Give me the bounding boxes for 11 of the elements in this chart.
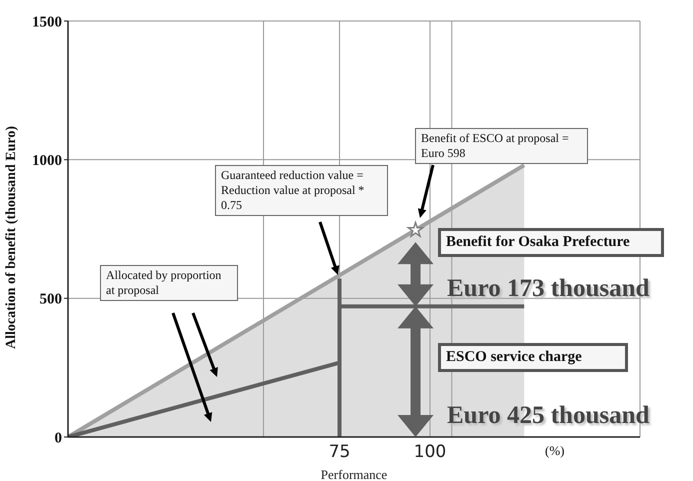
x-tick-label: 100 bbox=[414, 442, 446, 462]
y-tick-label: 0 bbox=[54, 430, 62, 446]
text: (%) bbox=[545, 443, 566, 460]
x-tick-label: 75 bbox=[328, 442, 350, 462]
y-tick-label: 1000 bbox=[32, 152, 62, 169]
annotation: Euro 173 thousand bbox=[447, 274, 650, 304]
y-tick-label: 500 bbox=[40, 292, 62, 308]
x-axis-title: Performance bbox=[320, 467, 388, 481]
y-tick-label: 1500 bbox=[32, 14, 62, 30]
annotation: Euro 425 thousand bbox=[447, 401, 650, 431]
y-axis-title: Allocation of benefit (thousand Euro) bbox=[4, 126, 19, 349]
